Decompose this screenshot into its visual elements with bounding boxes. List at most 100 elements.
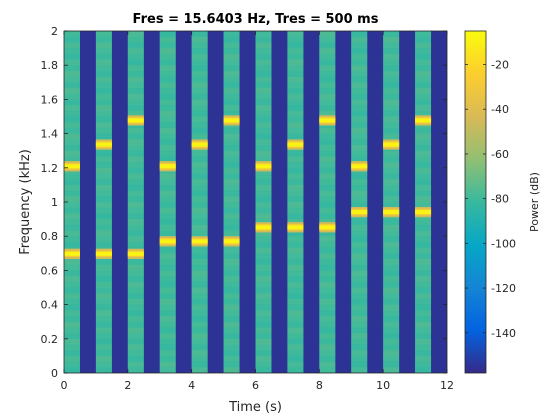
segment-stripe	[415, 190, 432, 197]
segment-stripe	[127, 59, 144, 66]
segment-stripe	[415, 156, 432, 163]
segment-stripe	[95, 65, 112, 71]
segment-stripe	[95, 316, 112, 322]
segment-stripe	[351, 196, 368, 202]
segment-stripe	[319, 48, 336, 54]
segment-stripe	[319, 162, 336, 168]
segment-stripe	[415, 53, 432, 60]
segment-stripe	[415, 230, 432, 237]
segment-stripe	[95, 42, 112, 49]
segment-stripe	[255, 316, 272, 322]
segment-stripe	[287, 264, 304, 271]
segment-stripe	[351, 105, 368, 111]
segment-stripe	[415, 338, 432, 345]
segment-stripe	[287, 219, 304, 225]
segment-stripe	[383, 190, 400, 197]
segment-stripe	[191, 333, 208, 339]
segment-stripe	[223, 48, 240, 54]
segment-stripe	[287, 31, 304, 37]
segment-stripe	[287, 207, 304, 214]
segment-stripe	[383, 88, 400, 94]
segment-stripe	[351, 361, 368, 368]
segment-stripe	[223, 99, 240, 106]
segment-stripe	[415, 304, 432, 311]
segment-stripe	[64, 31, 80, 37]
segment-stripe	[95, 304, 112, 311]
segment-stripe	[351, 247, 368, 254]
segment-stripe	[415, 150, 432, 157]
segment-stripe	[319, 139, 336, 145]
segment-stripe	[415, 167, 432, 174]
colorbar-tick-label: -140	[491, 327, 516, 340]
segment-stripe	[255, 105, 272, 111]
tone-segment	[223, 31, 240, 373]
segment-stripe	[415, 105, 432, 111]
segment-stripe	[319, 333, 336, 339]
segment-stripe	[383, 127, 400, 134]
segment-stripe	[159, 196, 176, 202]
segment-stripe	[287, 167, 304, 174]
segment-stripe	[223, 259, 240, 265]
segment-stripe	[95, 202, 112, 208]
segment-stripe	[383, 179, 400, 185]
segment-stripe	[255, 361, 272, 368]
segment-stripe	[319, 253, 336, 259]
segment-stripe	[415, 31, 432, 37]
segment-stripe	[319, 36, 336, 43]
segment-stripe	[95, 122, 112, 128]
segment-stripe	[351, 93, 368, 100]
segment-stripe	[383, 59, 400, 66]
segment-stripe	[159, 213, 176, 220]
segment-stripe	[223, 350, 240, 356]
colorbar	[464, 30, 487, 374]
segment-stripe	[64, 367, 80, 373]
segment-stripe	[191, 344, 208, 351]
segment-stripe	[351, 350, 368, 356]
segment-stripe	[191, 253, 208, 259]
tone-segment	[287, 31, 304, 373]
segment-stripe	[351, 310, 368, 316]
segment-stripe	[351, 287, 368, 294]
segment-stripe	[159, 316, 176, 322]
segment-stripe	[287, 76, 304, 83]
segment-stripe	[159, 133, 176, 140]
segment-stripe	[95, 264, 112, 271]
segment-stripe	[191, 327, 208, 334]
segment-stripe	[415, 224, 432, 231]
segment-stripe	[127, 139, 144, 145]
segment-stripe	[223, 219, 240, 225]
segment-stripe	[64, 264, 80, 271]
segment-stripe	[287, 293, 304, 299]
segment-stripe	[64, 88, 80, 94]
segment-stripe	[319, 110, 336, 117]
tone-band	[64, 251, 80, 256]
segment-stripe	[64, 53, 80, 60]
segment-stripe	[415, 88, 432, 94]
segment-stripe	[287, 276, 304, 282]
segment-stripe	[319, 367, 336, 373]
segment-stripe	[415, 36, 432, 43]
segment-stripe	[351, 31, 368, 37]
segment-stripe	[159, 110, 176, 117]
segment-stripe	[415, 133, 432, 140]
segment-stripe	[191, 287, 208, 294]
segment-stripe	[64, 42, 80, 49]
segment-stripe	[319, 173, 336, 180]
segment-stripe	[95, 298, 112, 305]
segment-stripe	[287, 361, 304, 368]
segment-stripe	[383, 247, 400, 254]
segment-stripe	[319, 355, 336, 362]
segment-stripe	[223, 127, 240, 134]
segment-stripe	[64, 190, 80, 197]
segment-stripe	[159, 190, 176, 197]
segment-stripe	[191, 173, 208, 180]
segment-stripe	[223, 133, 240, 140]
segment-stripe	[191, 281, 208, 288]
segment-stripe	[415, 173, 432, 180]
segment-stripe	[415, 127, 432, 134]
segment-stripe	[255, 270, 272, 277]
segment-stripe	[191, 127, 208, 134]
segment-stripe	[159, 202, 176, 208]
y-tick-label: 1.4	[41, 128, 59, 141]
